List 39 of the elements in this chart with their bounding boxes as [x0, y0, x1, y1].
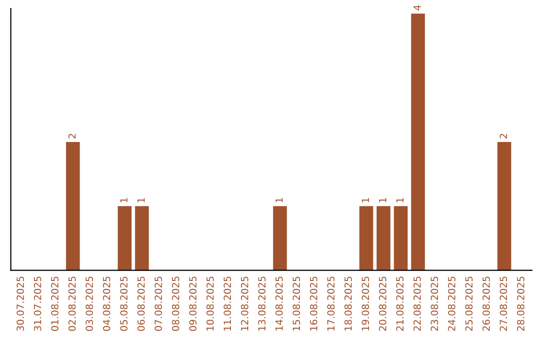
data-label: 1 [276, 198, 283, 202]
x-tick-label: 01.08.2025 [51, 276, 58, 331]
x-tick-label: 03.08.2025 [86, 276, 93, 331]
data-label: 1 [362, 198, 369, 202]
x-tick-label: 17.08.2025 [327, 276, 335, 330]
x-tick-label: 13.08.2025 [258, 276, 266, 330]
x-tick-label: 11.08.2025 [224, 276, 232, 330]
data-label: 4 [414, 5, 421, 10]
x-tick-label: 08.08.2025 [172, 276, 180, 331]
x-tick-label: 18.08.2025 [344, 276, 352, 330]
x-tick-label: 22.08.2025 [413, 276, 421, 331]
x-tick-label: 24.08.2025 [448, 276, 456, 331]
x-tick-label: 14.08.2025 [275, 276, 283, 330]
x-tick-label: 09.08.2025 [189, 276, 197, 331]
data-label: 2 [500, 134, 507, 138]
x-tick-label: 21.08.2025 [396, 276, 404, 331]
data-label: 1 [396, 198, 404, 202]
x-tick-label: 06.08.2025 [137, 276, 145, 331]
data-label: 2 [68, 134, 76, 138]
x-tick-label: 26.08.2025 [482, 276, 490, 331]
x-tick-label: 05.08.2025 [120, 276, 128, 331]
x-tick-label: 23.08.2025 [430, 276, 438, 331]
x-tick-label: 02.08.2025 [68, 276, 76, 331]
x-tick-label: 30.07.2025 [16, 276, 24, 331]
x-tick-label: 20.08.2025 [378, 276, 386, 331]
data-label: 1 [379, 198, 386, 202]
data-label: 1 [138, 198, 145, 202]
x-tick-label: 19.08.2025 [362, 276, 370, 330]
x-tick-label: 16.08.2025 [310, 276, 318, 330]
x-tick-label: 15.08.2025 [292, 276, 300, 330]
x-tick-label: 10.08.2025 [206, 276, 214, 330]
data-label: 1 [120, 198, 128, 202]
x-tick-label: 25.08.2025 [465, 276, 473, 331]
x-tick-label: 27.08.2025 [500, 276, 508, 331]
x-tick-label: 07.08.2025 [154, 276, 162, 331]
x-tick-label: 31.07.2025 [34, 276, 42, 331]
x-tick-label: 04.08.2025 [102, 276, 110, 331]
x-tick-label: 28.08.2025 [517, 276, 524, 331]
x-tick-label: 12.08.2025 [240, 276, 248, 330]
